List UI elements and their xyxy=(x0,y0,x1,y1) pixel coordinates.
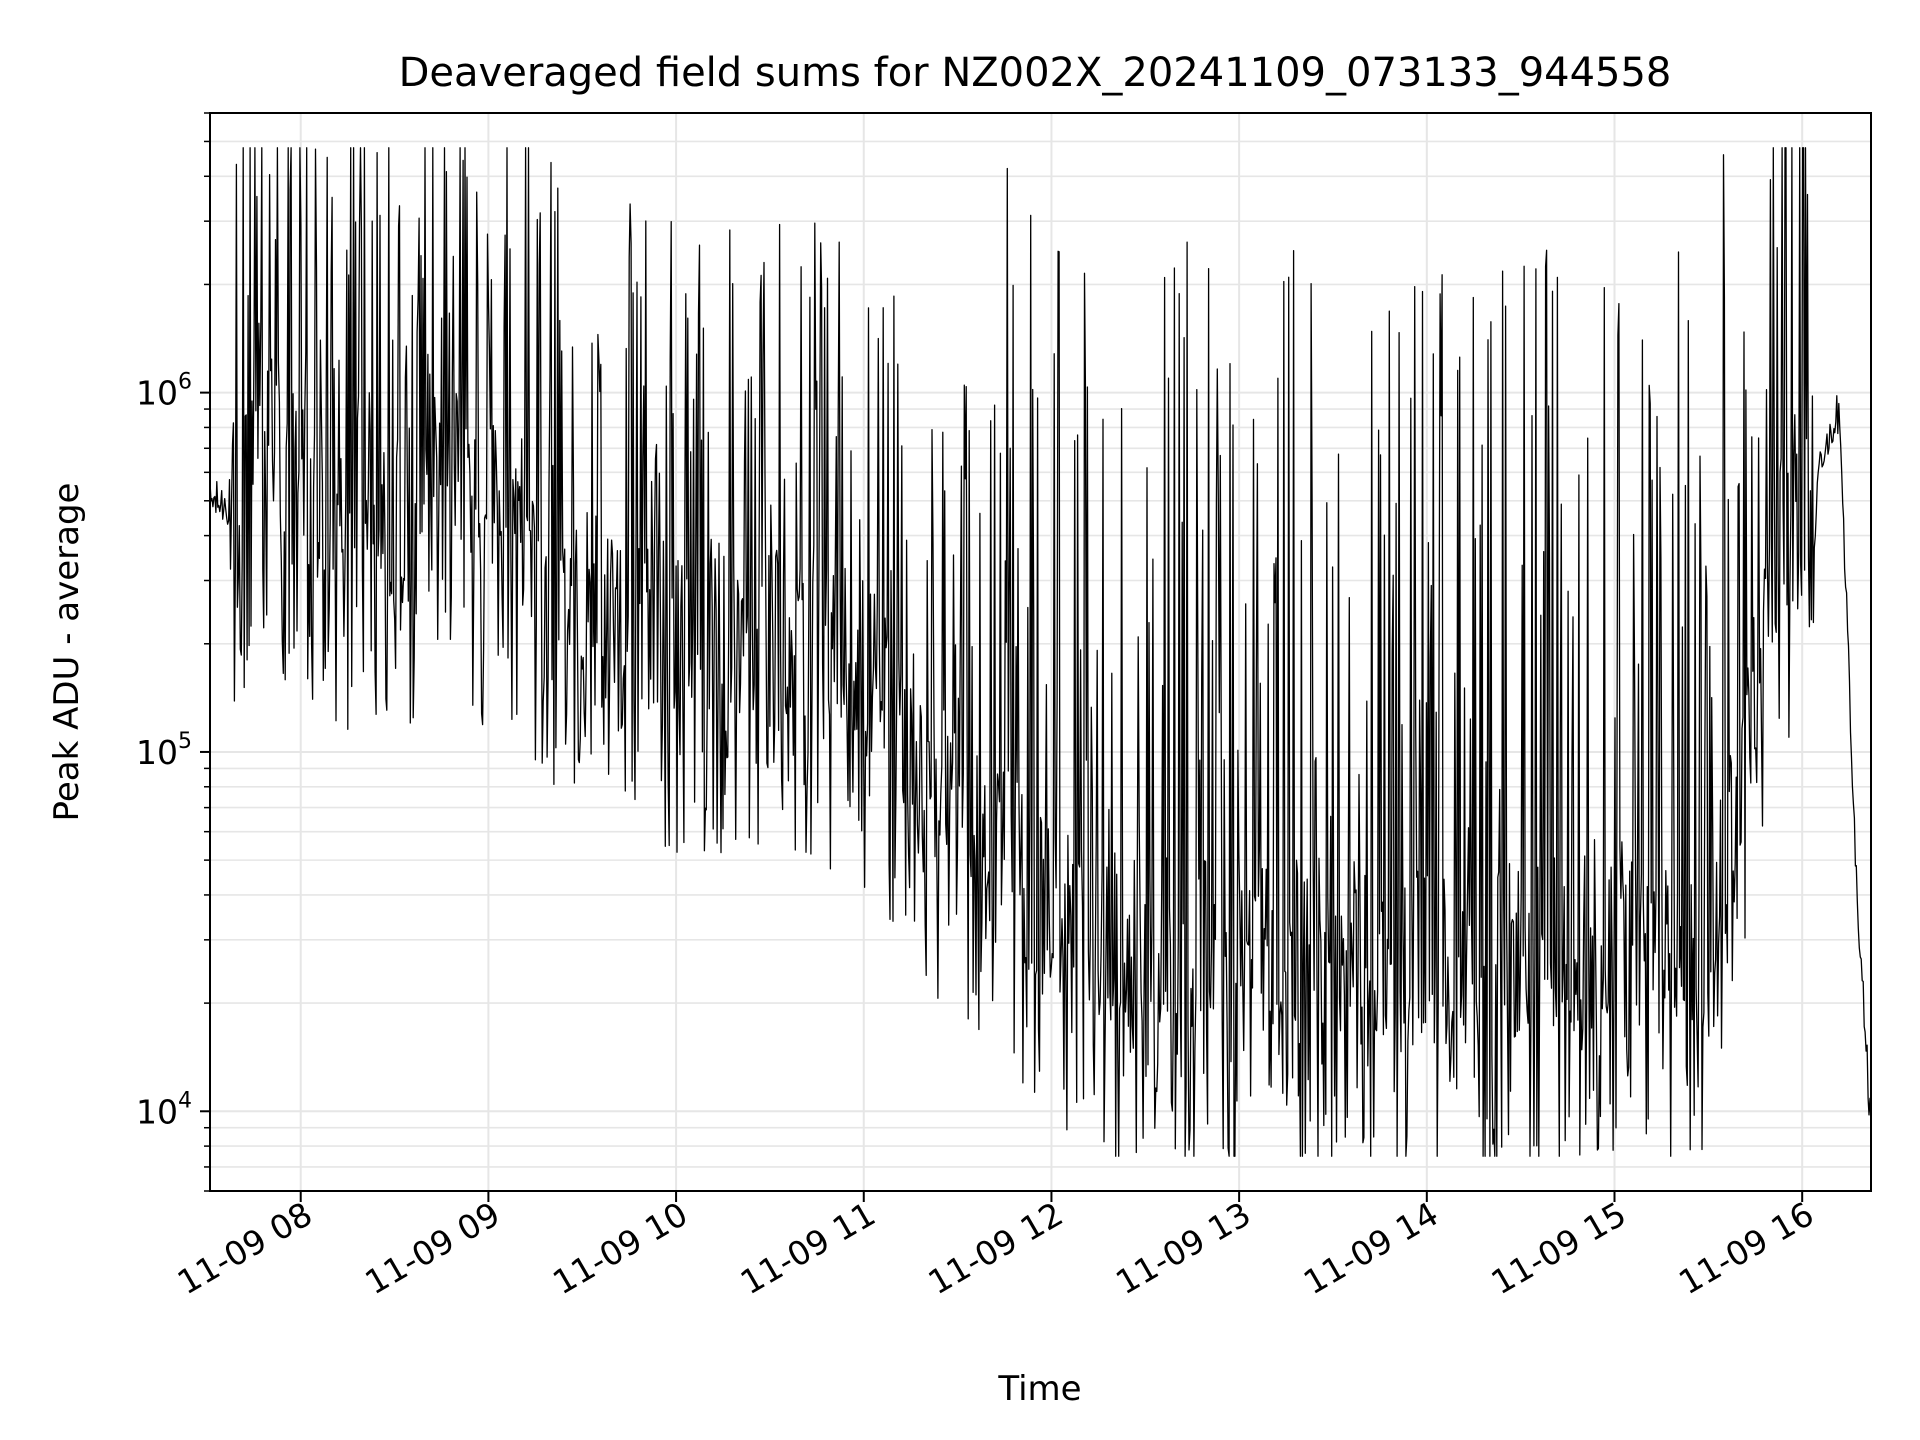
series-layer xyxy=(209,147,1872,1157)
y-tick-base: 10 xyxy=(136,733,178,772)
y-tick-label: 106 xyxy=(136,370,192,413)
chart-title: Deaveraged field sums for NZ002X_2024110… xyxy=(399,50,1672,96)
series-line xyxy=(209,147,1872,1157)
y-tick-exponent: 5 xyxy=(178,729,192,754)
y-tick-base: 10 xyxy=(136,1092,178,1131)
y-tick-label: 104 xyxy=(136,1088,192,1131)
y-axis-label: Peak ADU - average xyxy=(47,483,87,822)
y-tick-exponent: 6 xyxy=(178,370,192,395)
y-tick-base: 10 xyxy=(136,374,178,413)
y-tick-exponent: 4 xyxy=(178,1088,192,1113)
y-tick-label: 105 xyxy=(136,729,192,772)
plot-frame xyxy=(209,112,1872,1192)
x-axis-label: Time xyxy=(997,1369,1081,1409)
